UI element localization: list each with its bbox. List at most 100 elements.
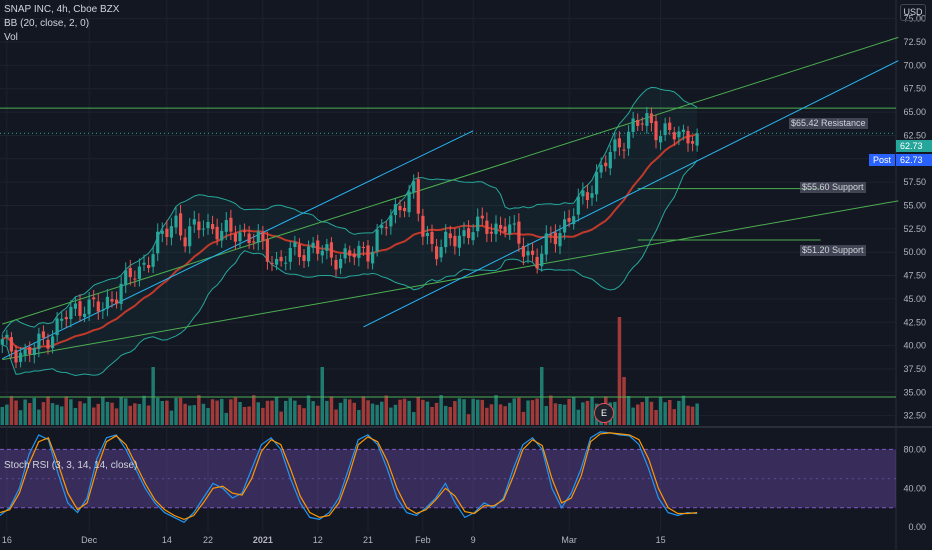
candle-body: [156, 231, 160, 254]
candle-body: [549, 234, 553, 236]
price-tick-label: 70.00: [903, 60, 926, 70]
candle-body: [147, 265, 151, 268]
volume-bar: [681, 395, 686, 425]
volume-bar: [5, 404, 9, 425]
candle-body: [32, 348, 36, 355]
candle-body: [613, 139, 617, 152]
volume-bar: [247, 406, 251, 425]
volume-bar: [320, 367, 324, 425]
price-tick-label: 42.50: [903, 317, 926, 327]
volume-bar: [297, 404, 302, 425]
volume-bar: [540, 367, 544, 425]
candle-body: [179, 213, 183, 236]
price-tick-label: 45.00: [903, 294, 926, 304]
candle-body: [270, 263, 274, 265]
volume-bar: [146, 405, 151, 425]
candle-body: [453, 235, 457, 247]
volume-bar: [302, 408, 306, 425]
candle-body: [334, 260, 338, 270]
support-label-2[interactable]: $51.20 Support: [800, 245, 866, 256]
candle-body: [499, 225, 503, 229]
volume-bar: [434, 402, 439, 425]
volume-bar: [412, 412, 416, 425]
trend-line-4: [363, 60, 899, 328]
candle-body: [407, 191, 411, 213]
candle-body: [430, 231, 434, 244]
volume-bar: [466, 414, 471, 425]
candle-body: [142, 262, 146, 265]
volume-legend[interactable]: Vol: [4, 32, 18, 43]
candle-body: [105, 296, 109, 309]
volume-bar: [311, 401, 315, 425]
candle-body: [247, 233, 251, 244]
currency-button[interactable]: USD: [900, 4, 926, 21]
candle-body: [343, 248, 347, 259]
volume-bar: [284, 400, 288, 425]
volume-bar: [261, 407, 265, 425]
volume-bar: [105, 401, 110, 425]
candle-body: [503, 226, 507, 233]
volume-bar: [407, 400, 411, 425]
price-tick-label: 57.50: [903, 177, 926, 187]
volume-bar: [46, 396, 50, 425]
candle-body: [476, 216, 480, 232]
volume-bar: [613, 401, 617, 425]
candle-body: [576, 196, 580, 215]
volume-bar: [677, 400, 681, 425]
volume-bar: [398, 399, 402, 425]
volume-bar: [137, 404, 142, 425]
bollinger-legend[interactable]: BB (20, close, 2, 0): [4, 18, 90, 29]
volume-bar: [476, 399, 480, 425]
candle-body: [316, 240, 320, 254]
candle-body: [672, 132, 676, 140]
volume-bar: [338, 402, 343, 425]
candle-body: [695, 133, 699, 146]
candle-body: [307, 246, 311, 262]
candle-body: [284, 262, 288, 264]
volume-bar: [32, 397, 36, 425]
price-tick-label: 52.50: [903, 224, 926, 234]
volume-bar: [348, 399, 352, 425]
candle-body: [403, 207, 407, 212]
candle-body: [339, 259, 343, 269]
candle-body: [151, 254, 155, 267]
volume-bar: [210, 399, 215, 425]
volume-bar: [50, 403, 55, 425]
stoch-rsi-legend[interactable]: Stoch RSI (3, 3, 14, 14, close): [4, 460, 138, 471]
candle-body: [412, 181, 416, 193]
candle-body: [681, 129, 685, 132]
volume-bar: [526, 400, 530, 425]
candle-body: [110, 299, 114, 302]
candle-body: [325, 244, 329, 251]
volume-bar: [558, 404, 562, 425]
volume-bar: [389, 407, 393, 425]
candle-body: [462, 230, 466, 237]
candle-body: [265, 238, 269, 262]
resistance-label[interactable]: $65.42 Resistance: [789, 118, 868, 129]
price-tick-label: 40.00: [903, 341, 926, 351]
candle-body: [28, 347, 32, 355]
volume-bar: [444, 405, 448, 425]
volume-bar: [96, 403, 100, 425]
earnings-badge[interactable]: E: [594, 403, 614, 423]
volume-bar: [233, 397, 238, 425]
trend-line-1: [2, 36, 899, 325]
volume-bar: [229, 399, 233, 425]
candle-body: [393, 204, 397, 216]
volume-bar: [18, 410, 23, 425]
candle-body: [124, 270, 128, 286]
volume-bar: [553, 403, 558, 425]
candle-body: [494, 223, 498, 235]
volume-bar: [521, 411, 526, 425]
volume-bar: [375, 404, 379, 425]
candle-body: [206, 222, 210, 229]
volume-bar: [494, 395, 498, 425]
candle-body: [69, 306, 73, 320]
candle-body: [352, 253, 356, 258]
trend-line-2: [2, 200, 899, 361]
volume-bar: [55, 404, 59, 425]
support-label-1[interactable]: $55.60 Support: [800, 182, 866, 193]
volume-bar: [188, 405, 192, 425]
